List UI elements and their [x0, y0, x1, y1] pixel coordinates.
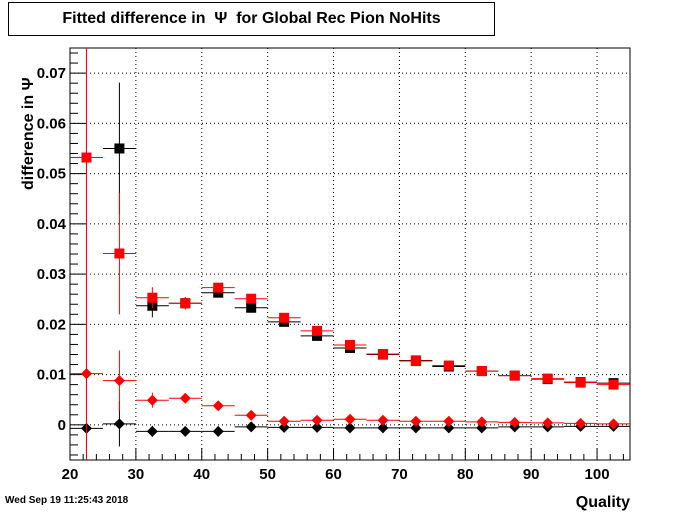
data-point-square	[542, 373, 553, 384]
data-point-diamond	[212, 425, 224, 437]
x-tick-label: 40	[193, 466, 210, 483]
data-point-diamond	[344, 422, 356, 434]
series-3	[70, 48, 630, 460]
data-point-square	[114, 143, 125, 154]
x-tick-label: 80	[457, 466, 474, 483]
y-axis-title: difference in Ψ	[20, 77, 37, 190]
data-point-diamond	[476, 422, 488, 434]
data-point-diamond	[608, 418, 620, 430]
data-point-square	[114, 248, 125, 259]
y-tick-label: 0.01	[37, 367, 66, 384]
data-point-square	[279, 312, 290, 323]
x-tick-label: 30	[128, 466, 145, 483]
data-point-diamond	[509, 416, 521, 428]
y-tick-label: 0.06	[37, 115, 66, 132]
data-point-diamond	[311, 421, 323, 433]
y-tick-label: 0.04	[37, 216, 67, 233]
data-point-diamond	[410, 422, 422, 434]
data-point-diamond	[212, 400, 224, 412]
data-point-square	[147, 292, 158, 303]
grid	[70, 48, 630, 460]
data-point-diamond	[179, 392, 191, 404]
data-point-diamond	[80, 368, 92, 380]
y-tick-label: 0.07	[37, 65, 66, 82]
x-tick-label: 90	[523, 466, 540, 483]
data-point-square	[410, 356, 421, 367]
x-tick-label: 50	[259, 466, 276, 483]
y-tick-label: 0	[58, 417, 66, 434]
x-tick-label: 70	[391, 466, 408, 483]
data-point-diamond	[146, 394, 158, 406]
data-point-square	[213, 282, 224, 293]
data-point-diamond	[443, 422, 455, 434]
data-point-diamond	[278, 415, 290, 427]
chart-title: Fitted difference in Ψ for Global Rec Pi…	[62, 10, 441, 27]
x-tick-label: 100	[585, 466, 610, 483]
data-series	[70, 48, 630, 460]
data-point-diamond	[179, 425, 191, 437]
x-axis-title: Quality	[576, 494, 630, 511]
data-point-square	[575, 377, 586, 388]
data-point-diamond	[377, 414, 389, 426]
data-point-diamond	[575, 417, 587, 429]
data-point-square	[443, 360, 454, 371]
data-point-square	[509, 370, 520, 381]
x-tick-label: 20	[62, 466, 79, 483]
data-point-diamond	[245, 421, 257, 433]
data-point-diamond	[311, 414, 323, 426]
data-point-square	[312, 330, 323, 341]
data-point-diamond	[377, 422, 389, 434]
data-point-square	[213, 287, 224, 298]
data-point-diamond	[476, 416, 488, 428]
data-point-diamond	[344, 413, 356, 425]
y-tick-label: 0.03	[37, 266, 66, 283]
data-point-diamond	[113, 418, 125, 430]
data-point-diamond	[146, 425, 158, 437]
data-point-square	[608, 379, 619, 390]
data-point-square	[180, 298, 191, 309]
data-point-square	[246, 293, 257, 304]
data-point-diamond	[542, 417, 554, 429]
data-point-square	[345, 339, 355, 350]
data-point-square	[312, 325, 323, 336]
timestamp: Wed Sep 19 11:25:43 2018	[5, 495, 129, 506]
data-point-diamond	[410, 415, 422, 427]
y-tick-label: 0.02	[37, 316, 66, 333]
chart-title-box: Fitted difference in Ψ for Global Rec Pi…	[8, 2, 495, 36]
x-tick-label: 60	[325, 466, 342, 483]
axis-ticks: 20 30 40 50 60 70 80 90 100 0 0.01 0.02 0.03 0.04 0.05…	[37, 52, 624, 483]
data-point-square	[476, 366, 487, 377]
data-point-square	[246, 302, 257, 313]
data-point-diamond	[443, 415, 455, 427]
data-point-diamond	[245, 409, 257, 421]
data-point-diamond	[278, 421, 290, 433]
y-tick-label: 0.05	[37, 166, 66, 183]
data-point-square	[377, 348, 388, 359]
series-0	[102, 82, 630, 389]
data-point-diamond	[113, 375, 125, 387]
